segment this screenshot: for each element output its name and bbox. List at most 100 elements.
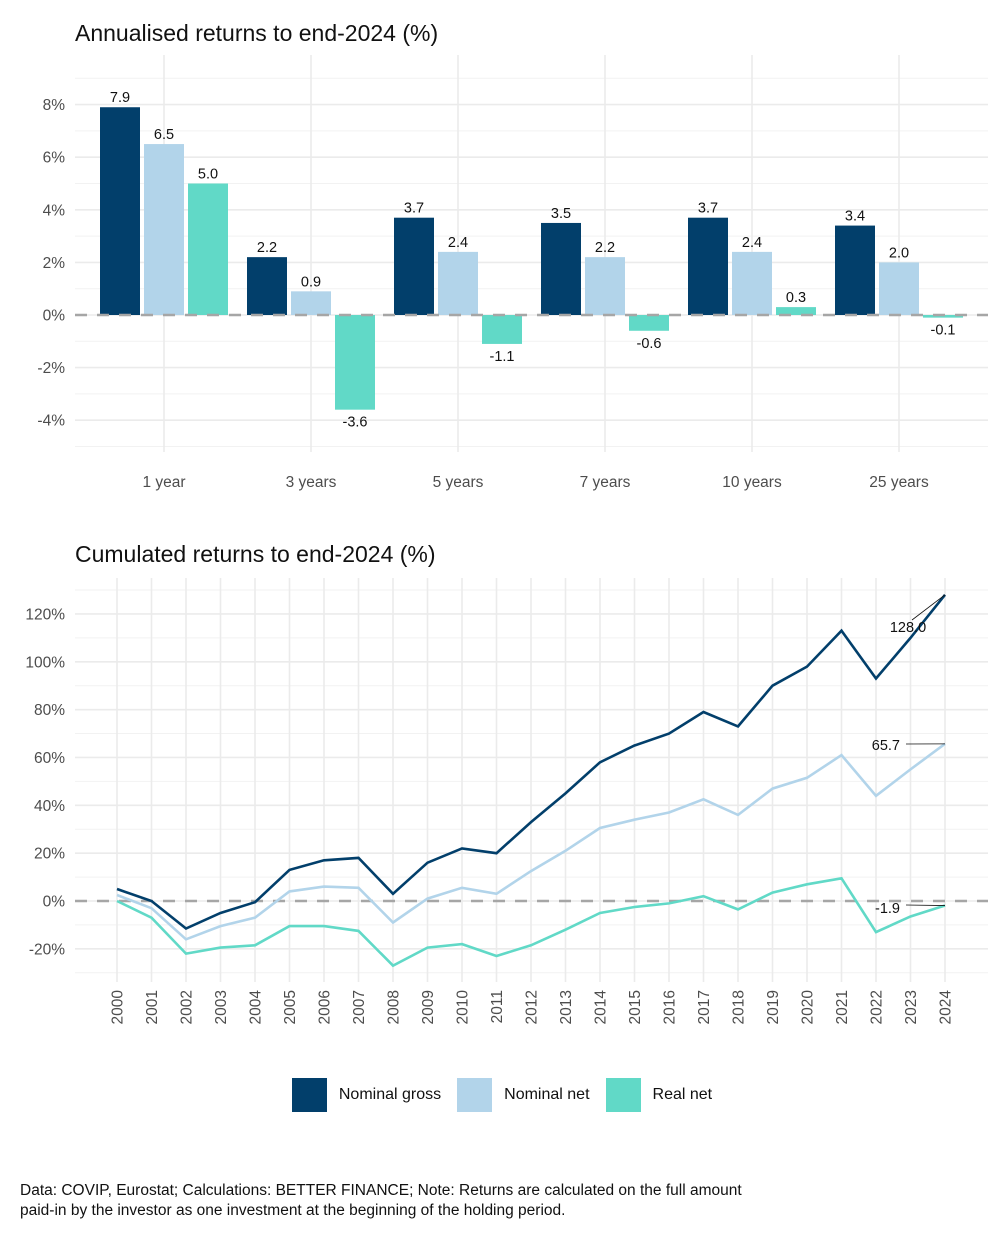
legend-swatch-real-net xyxy=(605,1078,641,1112)
bar-nominal-gross-7-years xyxy=(541,222,581,315)
chart2-x-axis: 2000 2001 2002 2003 2004 2005 2006 2007 2008 2009… xyxy=(110,990,955,1025)
chart2-y-axis: 120% 100% 80% 60% 40% 20% 0% -20% xyxy=(25,606,65,958)
x-tick-label: 2001 xyxy=(144,990,161,1024)
end-label-leader-real-net xyxy=(905,904,946,906)
legend-label: Nominal gross xyxy=(338,1086,442,1103)
y-tick-label: 80% xyxy=(34,702,65,719)
data-label-nominal-gross-3-years: 2.2 xyxy=(257,240,277,256)
line-nominal-net xyxy=(116,742,946,941)
x-tick-label: 2016 xyxy=(662,990,679,1024)
x-tick-label: 2014 xyxy=(593,990,610,1025)
bar-nominal-gross-1-year xyxy=(100,107,140,315)
bar-real-net-10-years xyxy=(776,307,816,315)
x-tick-label: 2018 xyxy=(731,990,748,1024)
bar-nominal-net-7-years xyxy=(585,257,625,315)
bar-real-net-1-year xyxy=(188,183,228,315)
cumulated-returns-chart: Cumulated returns to end-2024 (%) 120% 10… xyxy=(25,541,988,1025)
data-label-nominal-net-5-years: 2.4 xyxy=(448,235,468,251)
data-label-nominal-net-3-years: 0.9 xyxy=(301,274,321,290)
y-tick-label: 4% xyxy=(43,202,66,219)
x-tick-label: 2005 xyxy=(282,990,299,1024)
bar-real-net-3-years xyxy=(335,315,375,410)
x-tick-label: 2013 xyxy=(558,990,575,1024)
bar-nominal-gross-10-years xyxy=(688,217,728,315)
x-tick-label: 2004 xyxy=(248,990,265,1025)
data-label-nominal-gross-10-years: 3.7 xyxy=(698,201,718,217)
data-label-nominal-net-10-years: 2.4 xyxy=(742,235,762,251)
legend: Nominal gross Nominal net Real net xyxy=(0,1075,1008,1115)
data-label-nominal-gross-25-years: 3.4 xyxy=(845,209,865,225)
bar-real-net-5-years xyxy=(482,315,522,344)
chart2-gridlines xyxy=(75,578,988,982)
bar-nominal-net-1-year xyxy=(144,144,184,315)
x-tick-label: 2006 xyxy=(317,990,334,1024)
x-tick-label: 5 years xyxy=(433,474,484,491)
legend-label: Nominal net xyxy=(504,1086,590,1103)
legend-swatch-nominal-net xyxy=(457,1078,493,1112)
data-label-real-net-7-years: -0.6 xyxy=(637,336,662,352)
x-tick-label: 2017 xyxy=(696,990,713,1024)
annualised-returns-chart: Annualised returns to end-2024 (%) 8% 6% 4… xyxy=(37,20,988,491)
y-tick-label: 0% xyxy=(43,308,66,325)
chart1-bars xyxy=(100,107,963,410)
end-label-nominal-net: 65.7 xyxy=(872,738,900,754)
data-label-real-net-5-years: -1.1 xyxy=(490,349,515,365)
x-tick-label: 2012 xyxy=(524,990,541,1024)
data-label-nominal-net-7-years: 2.2 xyxy=(595,240,615,256)
x-tick-label: 2015 xyxy=(627,990,644,1024)
y-tick-label: 20% xyxy=(34,846,65,863)
x-tick-label: 25 years xyxy=(869,474,929,491)
bar-nominal-net-25-years xyxy=(879,262,919,315)
chart1-x-axis: 1 year 3 years 5 years 7 years 10 years 25 ye… xyxy=(142,474,929,491)
chart2-end-labels: 128.0 65.7 -1.9 xyxy=(872,594,946,917)
chart1-gridlines xyxy=(75,55,988,452)
chart2-title: Cumulated returns to end-2024 (%) xyxy=(75,541,436,567)
y-tick-label: 2% xyxy=(43,255,66,272)
legend-item-nominal-gross: Nominal gross xyxy=(291,1078,445,1112)
x-tick-label: 2002 xyxy=(179,990,196,1024)
y-tick-label: 6% xyxy=(43,150,66,167)
line-real-net xyxy=(116,876,946,968)
y-tick-label: 8% xyxy=(43,97,66,114)
caption-line-1: Data: COVIP, Eurostat; Calculations: BET… xyxy=(20,1182,742,1199)
y-tick-label: 60% xyxy=(34,750,65,767)
y-tick-label: 40% xyxy=(34,798,65,815)
x-tick-label: 2003 xyxy=(213,990,230,1024)
x-tick-label: 2019 xyxy=(765,990,782,1024)
end-label-nominal-gross: 128.0 xyxy=(890,620,926,636)
y-tick-label: 100% xyxy=(25,654,65,671)
line-nominal-gross xyxy=(116,593,947,931)
x-tick-label: 2000 xyxy=(110,990,127,1025)
x-tick-label: 2008 xyxy=(386,990,403,1024)
bar-real-net-25-years xyxy=(923,315,963,318)
bar-nominal-gross-5-years xyxy=(394,217,434,315)
x-tick-label: 2020 xyxy=(800,990,817,1025)
legend-item-real-net: Real net xyxy=(605,1078,717,1112)
legend-label: Real net xyxy=(652,1086,713,1103)
data-label-nominal-net-25-years: 2.0 xyxy=(889,245,909,261)
x-tick-label: 2022 xyxy=(869,990,886,1024)
data-label-nominal-gross-5-years: 3.7 xyxy=(404,201,424,217)
chart1-data-labels: 7.9 6.5 5.0 2.2 0.9 -3.6 3.7 2.4 -1.1 3.5 2.2 -0.6 3… xyxy=(110,90,956,430)
y-tick-label: -20% xyxy=(29,941,65,958)
x-tick-label: 2023 xyxy=(903,990,920,1024)
chart2-lines xyxy=(116,593,947,968)
x-tick-label: 1 year xyxy=(142,474,185,491)
caption-line-2: paid-in by the investor as one investmen… xyxy=(20,1202,566,1219)
x-tick-label: 2009 xyxy=(420,990,437,1024)
legend-swatch-nominal-gross xyxy=(291,1078,327,1112)
y-tick-label: -4% xyxy=(37,413,65,430)
x-tick-label: 7 years xyxy=(580,474,631,491)
x-tick-label: 2011 xyxy=(489,990,506,1023)
x-tick-label: 2010 xyxy=(455,990,472,1025)
x-tick-label: 10 years xyxy=(722,474,782,491)
y-tick-label: -2% xyxy=(37,360,65,377)
bar-real-net-7-years xyxy=(629,315,669,331)
data-label-nominal-gross-1-year: 7.9 xyxy=(110,90,130,106)
data-label-nominal-gross-7-years: 3.5 xyxy=(551,206,571,222)
data-label-real-net-1-year: 5.0 xyxy=(198,167,218,183)
y-tick-label: 120% xyxy=(25,606,65,623)
y-tick-label: 0% xyxy=(43,894,66,911)
chart1-title: Annualised returns to end-2024 (%) xyxy=(75,20,438,46)
x-tick-label: 3 years xyxy=(286,474,337,491)
